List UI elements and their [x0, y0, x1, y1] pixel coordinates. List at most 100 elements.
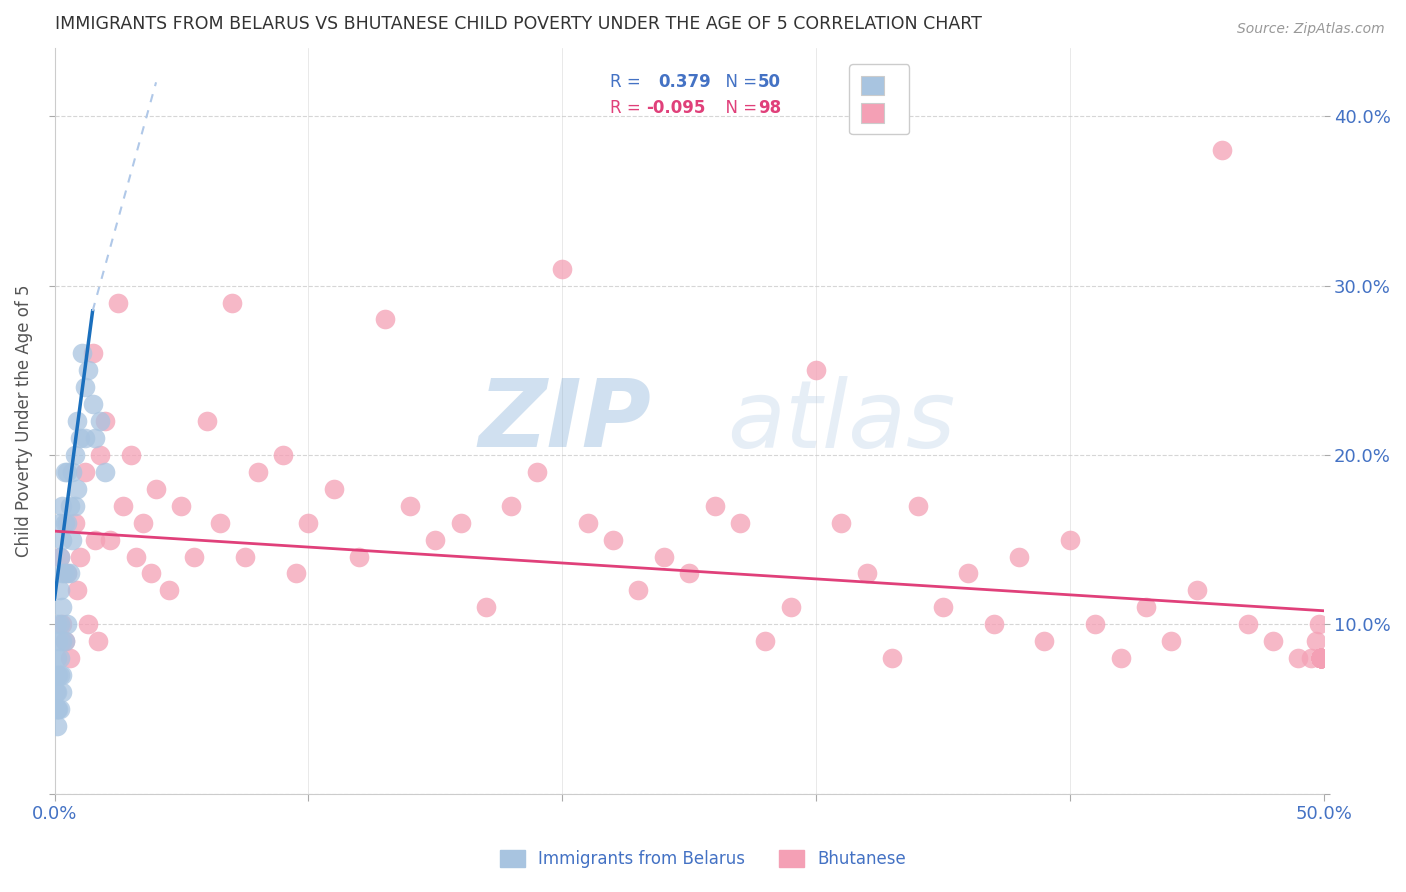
- Point: [46, 685, 69, 699]
- Point: [399, 499, 422, 513]
- Point: [1310, 651, 1333, 665]
- Point: [51, 617, 73, 632]
- Point: [132, 516, 155, 530]
- Point: [48, 617, 70, 632]
- Point: [46, 634, 69, 648]
- Point: [830, 516, 852, 530]
- Point: [56, 566, 79, 581]
- Point: [1310, 651, 1333, 665]
- Point: [221, 295, 243, 310]
- Legend: Immigrants from Belarus, Bhutanese: Immigrants from Belarus, Bhutanese: [494, 843, 912, 875]
- Point: [804, 363, 827, 377]
- Point: [51, 668, 73, 682]
- Point: [1310, 651, 1333, 665]
- Text: ZIP: ZIP: [478, 375, 651, 467]
- Point: [56, 566, 79, 581]
- Point: [233, 549, 256, 564]
- Point: [84, 533, 107, 547]
- Point: [120, 448, 142, 462]
- Point: [1261, 634, 1284, 648]
- Point: [46, 702, 69, 716]
- Point: [46, 668, 69, 682]
- Point: [1310, 651, 1333, 665]
- Point: [1310, 651, 1333, 665]
- Point: [66, 482, 89, 496]
- Point: [347, 549, 370, 564]
- Point: [1310, 651, 1333, 665]
- Point: [1310, 651, 1333, 665]
- Point: [139, 566, 162, 581]
- Point: [703, 499, 725, 513]
- Point: [51, 685, 73, 699]
- Point: [602, 533, 624, 547]
- Point: [46, 617, 69, 632]
- Point: [107, 295, 129, 310]
- Point: [1185, 583, 1208, 598]
- Point: [60, 465, 83, 479]
- Text: -0.095: -0.095: [645, 99, 706, 117]
- Point: [501, 499, 523, 513]
- Point: [728, 516, 751, 530]
- Point: [208, 516, 231, 530]
- Point: [1310, 651, 1333, 665]
- Point: [53, 634, 76, 648]
- Point: [72, 346, 94, 360]
- Point: [297, 516, 319, 530]
- Point: [48, 516, 70, 530]
- Text: 0.379: 0.379: [658, 73, 711, 91]
- Point: [1308, 617, 1330, 632]
- Point: [46, 719, 69, 733]
- Point: [63, 448, 86, 462]
- Point: [89, 414, 111, 428]
- Point: [112, 499, 135, 513]
- Text: 50: 50: [758, 73, 780, 91]
- Point: [76, 617, 98, 632]
- Y-axis label: Child Poverty Under the Age of 5: Child Poverty Under the Age of 5: [15, 285, 32, 558]
- Point: [373, 312, 395, 326]
- Point: [157, 583, 180, 598]
- Point: [170, 499, 193, 513]
- Point: [69, 431, 91, 445]
- Point: [89, 448, 111, 462]
- Point: [48, 549, 70, 564]
- Point: [475, 600, 498, 615]
- Point: [53, 634, 76, 648]
- Point: [145, 482, 167, 496]
- Point: [526, 465, 548, 479]
- Point: [45, 702, 67, 716]
- Point: [63, 499, 86, 513]
- Point: [1310, 651, 1333, 665]
- Point: [1310, 651, 1333, 665]
- Point: [1211, 143, 1233, 157]
- Point: [983, 617, 1005, 632]
- Point: [48, 651, 70, 665]
- Text: IMMIGRANTS FROM BELARUS VS BHUTANESE CHILD POVERTY UNDER THE AGE OF 5 CORRELATIO: IMMIGRANTS FROM BELARUS VS BHUTANESE CHI…: [55, 15, 981, 33]
- Point: [1033, 634, 1056, 648]
- Point: [1310, 651, 1333, 665]
- Point: [60, 533, 83, 547]
- Point: [754, 634, 776, 648]
- Point: [46, 702, 69, 716]
- Point: [907, 499, 929, 513]
- Point: [284, 566, 307, 581]
- Point: [51, 499, 73, 513]
- Point: [56, 465, 79, 479]
- Point: [82, 397, 104, 411]
- Point: [63, 516, 86, 530]
- Point: [551, 261, 574, 276]
- Point: [678, 566, 700, 581]
- Point: [1084, 617, 1107, 632]
- Point: [86, 634, 108, 648]
- Point: [94, 414, 117, 428]
- Text: Source: ZipAtlas.com: Source: ZipAtlas.com: [1237, 22, 1385, 37]
- Point: [1310, 651, 1333, 665]
- Point: [46, 651, 69, 665]
- Point: [69, 549, 91, 564]
- Point: [271, 448, 294, 462]
- Point: [246, 465, 269, 479]
- Point: [73, 431, 96, 445]
- Point: [1135, 600, 1157, 615]
- Point: [51, 600, 73, 615]
- Point: [73, 380, 96, 394]
- Point: [450, 516, 472, 530]
